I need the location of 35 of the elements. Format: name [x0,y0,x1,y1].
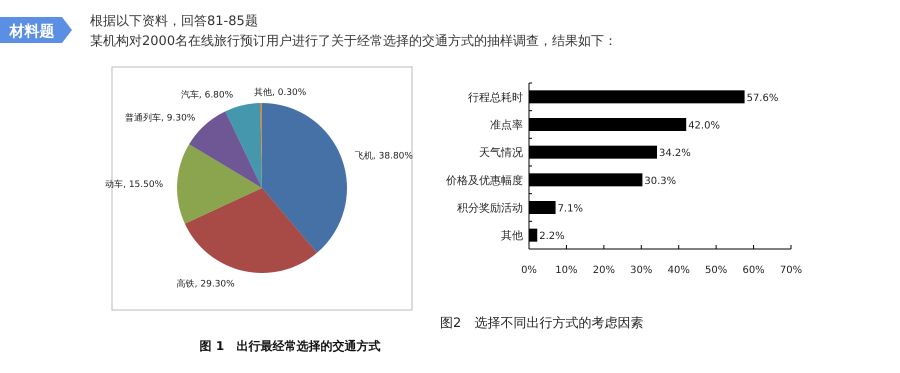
y-tick-label: 积分奖励活动 [457,202,523,214]
x-tick-label: 70% [780,265,802,276]
pie-slice [262,103,347,253]
text: 某机构对2000名在线旅行预订用户进行了关于经常选择的交通方式的抽样调查，结果如下： [90,33,618,49]
x-tick-label: 40% [668,265,690,276]
pie-slice [225,103,262,188]
y-tick-label: 行程总耗时 [468,90,523,104]
slice-label: 其他, 0.30% [254,87,307,98]
data-label: 34.2% [659,148,691,160]
x-tick-label: 20% [592,265,615,276]
slice-label: 动车, 15.50% [105,178,164,190]
data-label: 42.0% [688,120,720,132]
pie-slice [184,188,317,273]
data-label: 30.3% [644,176,676,187]
data-label: 2.2% [539,231,565,242]
slice-label: 飞机, 38.80% [354,150,414,162]
text: 图 1 出行最经常选择的交通方式 [200,339,380,353]
data-label: 57.6% [746,92,778,104]
y-tick-label: 准点率 [490,118,523,132]
y-tick-label: 其他 [501,229,523,242]
slice-label: 汽车, 6.80% [180,90,234,101]
data-label: 7.1% [558,204,583,214]
x-tick-label: 0% [521,265,537,276]
pie-slice [177,144,262,224]
text: 根据以下资料，回答81-85题 [90,14,258,29]
text: 材料题 [8,22,54,40]
x-tick-label: 60% [742,265,765,276]
x-tick-label: 30% [630,265,652,276]
y-tick-label: 天气情况 [479,146,523,160]
y-tick-label: 价格及优惠幅度 [445,174,523,187]
x-tick-label: 10% [555,265,578,276]
text: 图2 选择不同出行方式的考虑因素 [440,315,644,331]
slice-label: 普通列车, 9.30% [125,112,196,124]
slice-label: 高铁, 29.30% [176,278,236,290]
x-tick-label: 50% [705,265,728,276]
